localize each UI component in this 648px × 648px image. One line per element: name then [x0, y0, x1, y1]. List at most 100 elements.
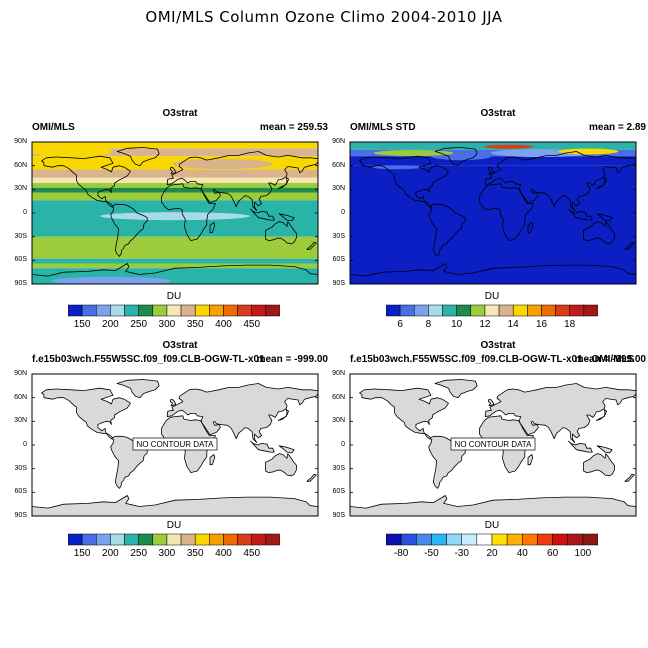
colorbar-swatch	[567, 533, 584, 546]
colorbar-swatch	[431, 533, 447, 546]
coastline-madagascar	[209, 222, 216, 234]
lat-tick-label: 90S	[332, 280, 345, 287]
no-data-box	[132, 437, 218, 451]
coastline-indonesia	[250, 208, 275, 221]
panel-left-label: f.e15b03wch.F55W5SC.f09_f09.CLB-OGW-TL-x…	[32, 354, 265, 365]
colorbar-swatch	[414, 304, 429, 317]
lat-tick-label: 60S	[14, 488, 27, 496]
colorbar-swatch	[194, 533, 210, 546]
map-plot	[31, 141, 319, 285]
coastline-africa	[479, 183, 534, 241]
colorbar-tick-label: 10	[451, 319, 463, 330]
coastline-nz	[624, 473, 635, 482]
colorbar-tick-label: 300	[159, 548, 176, 559]
colorbar-tick-label: 8	[426, 319, 432, 330]
colorbar-swatch	[110, 533, 125, 546]
colorbar-tick-label: 18	[564, 319, 576, 330]
map-plot: NO CONTOUR DATA	[349, 373, 637, 517]
no-contour-label: NO CONTOUR DATA	[137, 440, 215, 449]
coastline-australia	[265, 453, 297, 477]
panel-title: O3strat	[480, 108, 516, 119]
map-panel-model: O3strat f.e15b03wch.F55W5SC.f09_f09.CLB-…	[14, 340, 330, 570]
colorbar-swatch	[400, 533, 417, 546]
lat-tick-label: 60S	[332, 488, 345, 496]
colorbar-swatch	[110, 304, 125, 317]
ozone-contour-region	[51, 276, 172, 284]
colorbar-tick-label: 250	[130, 319, 147, 330]
colorbar-tick-label: 60	[547, 548, 559, 559]
panel-title: O3strat	[162, 108, 198, 119]
ozone-contour-band	[32, 236, 318, 245]
colorbar-swatch	[537, 533, 553, 546]
coastline-nz	[306, 473, 317, 482]
colorbar-swatch	[237, 533, 252, 546]
coastline-namerica	[359, 387, 449, 440]
panel-mean-label: mean = 259.53	[259, 122, 328, 133]
coastline-indonesia	[568, 208, 593, 221]
coastline-newguinea	[596, 445, 613, 454]
colorbar-model: DU 150 200 250 300 350 400 450	[68, 520, 280, 562]
ozone-contour-band	[32, 258, 318, 264]
colorbar-swatch	[180, 533, 196, 546]
coastline-madagascar	[527, 222, 534, 234]
colorbar-graphic: 150 200 250 300 350 400 450	[68, 304, 280, 330]
coastline-greenland	[434, 379, 478, 399]
lat-tick-label: 30N	[332, 417, 345, 425]
lat-tick-label: 0	[23, 441, 27, 448]
map-plot	[349, 141, 637, 285]
lat-tick-label: 60N	[14, 161, 27, 169]
colorbar-tick-label: 400	[215, 548, 232, 559]
colorbar-tick-label: 350	[187, 548, 204, 559]
lat-tick-label: 0	[341, 441, 345, 448]
colorbar-units: DU	[166, 520, 182, 531]
colorbar-swatch	[582, 533, 598, 546]
panel-title: O3strat	[480, 340, 516, 351]
colorbar-swatch	[442, 304, 457, 317]
colorbar-swatch	[552, 533, 568, 546]
colorbar-tick-label: -80	[394, 548, 409, 559]
colorbar-swatch	[138, 533, 154, 546]
coastline-antarctica	[32, 263, 318, 284]
colorbar-difference: DU -80 -50 -30 20 40 60 100	[386, 520, 598, 562]
coastline-namerica	[41, 387, 131, 440]
colorbar-tick-label: 450	[243, 548, 260, 559]
colorbar-swatch	[522, 533, 538, 546]
panel-left-label: f.e15b03wch.F55W5SC.f09_f09.CLB-OGW-TL-x…	[350, 354, 635, 365]
coastline-madagascar	[527, 454, 534, 466]
colorbar-swatch	[166, 304, 182, 317]
colorbar-swatch	[470, 304, 486, 317]
lat-tick-label: 30N	[332, 185, 345, 193]
colorbar-swatch	[138, 304, 154, 317]
colorbar-swatch	[428, 304, 443, 317]
lat-tick-label: 60N	[332, 161, 345, 169]
lat-tick-label: 30S	[332, 232, 345, 240]
coastline-uk	[169, 398, 177, 406]
ozone-contour-band	[32, 177, 318, 184]
colorbar-swatch	[506, 533, 523, 546]
colorbar-swatch	[251, 304, 267, 317]
colorbar-graphic: 150 200 250 300 350 400 450	[68, 533, 280, 559]
colorbar-swatch	[527, 304, 542, 317]
lat-tick-label: 60N	[14, 393, 27, 401]
lat-tick-label: 90N	[332, 370, 345, 377]
panel-left-label: OMI/MLS	[32, 122, 75, 133]
colorbar-swatch	[476, 533, 493, 546]
colorbar-swatch	[81, 533, 97, 546]
coastline-japan	[595, 409, 607, 421]
panel-mean-label: mean = -999.00	[256, 354, 328, 365]
colorbar-swatch	[461, 533, 478, 546]
coastline-eurasia	[166, 151, 318, 211]
ozone-contour-band	[32, 148, 318, 157]
colorbar-swatch	[152, 304, 168, 317]
colorbar-swatch	[583, 304, 598, 317]
colorbar-graphic: -80 -50 -30 20 40 60 100	[386, 533, 598, 559]
colorbar-units: DU	[484, 291, 500, 302]
colorbar-swatch	[124, 533, 139, 546]
ozone-contour-region	[372, 165, 423, 170]
colorbar-swatch	[512, 304, 528, 317]
ozone-contour-band	[350, 156, 636, 166]
colorbar-tick-label: 450	[243, 319, 260, 330]
coastline-greenland	[434, 147, 478, 167]
coastline-indonesia	[568, 440, 593, 453]
ozone-contour-band	[32, 142, 318, 149]
